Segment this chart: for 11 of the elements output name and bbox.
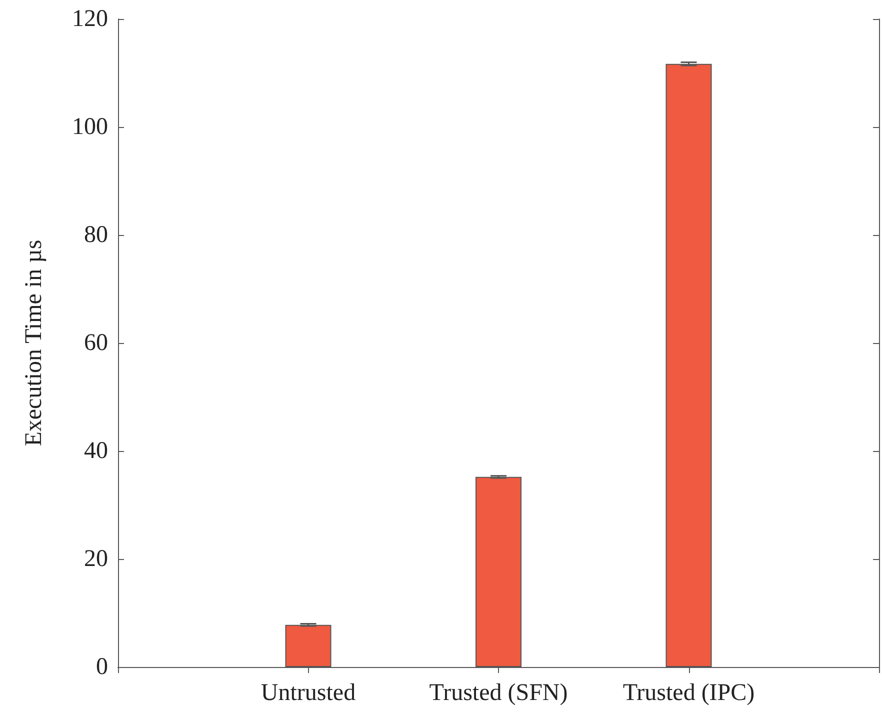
y-tick-label: 60	[84, 330, 108, 356]
y-tick-label: 20	[84, 546, 108, 572]
y-axis-title: Execution Time in µs	[21, 240, 47, 446]
y-tick-label: 120	[72, 6, 108, 32]
y-tick-label: 100	[72, 114, 108, 140]
x-tick-label: Trusted (SFN)	[429, 680, 568, 706]
y-tick-label: 0	[96, 654, 108, 680]
x-tick-label: Untrusted	[260, 680, 356, 706]
y-tick-label: 80	[84, 222, 108, 248]
y-tick-label: 40	[84, 438, 108, 464]
x-tick-label: Trusted (IPC)	[622, 680, 755, 706]
